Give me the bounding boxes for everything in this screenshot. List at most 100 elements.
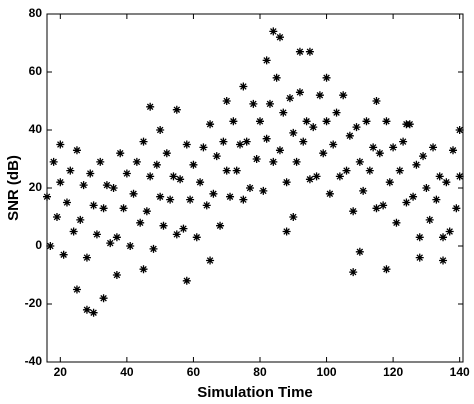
point: [289, 213, 298, 221]
point: [415, 253, 424, 262]
point: [72, 146, 81, 155]
point: [132, 157, 141, 166]
x-tick-label: 20: [54, 365, 68, 379]
point: [96, 157, 105, 166]
point: [455, 172, 464, 181]
point: [86, 169, 95, 178]
point: [82, 253, 91, 262]
point: [265, 99, 274, 108]
point: [435, 172, 444, 181]
point: [116, 149, 125, 158]
x-tick-label: 80: [253, 365, 267, 379]
point: [89, 308, 98, 317]
point: [106, 239, 115, 248]
point: [46, 242, 55, 250]
point: [422, 184, 431, 192]
point: [216, 221, 225, 230]
point: [102, 181, 111, 190]
point: [182, 276, 191, 285]
point: [389, 143, 398, 152]
point: [176, 175, 185, 184]
point: [355, 157, 364, 166]
point: [275, 146, 284, 155]
point: [239, 82, 248, 91]
point: [315, 91, 324, 100]
point: [382, 117, 391, 126]
point: [269, 27, 278, 36]
point: [222, 97, 231, 105]
point: [229, 117, 238, 126]
point: [209, 189, 218, 198]
point: [452, 204, 461, 213]
point: [246, 184, 255, 192]
point: [362, 117, 371, 126]
point: [62, 198, 71, 207]
point: [149, 244, 158, 253]
point: [142, 207, 151, 216]
point: [372, 204, 381, 213]
point: [295, 47, 304, 56]
point: [222, 166, 231, 175]
point: [112, 271, 121, 279]
point: [429, 143, 438, 152]
point: [226, 192, 235, 201]
point: [129, 189, 138, 198]
point: [275, 33, 284, 42]
y-tick-label: 20: [29, 180, 43, 194]
point: [202, 201, 211, 210]
point: [282, 178, 291, 187]
point: [172, 105, 181, 114]
point: [99, 294, 108, 303]
point: [232, 166, 241, 175]
point: [442, 178, 451, 187]
point: [272, 73, 281, 82]
point: [206, 120, 215, 129]
point: [192, 233, 201, 242]
point: [82, 305, 91, 314]
x-tick-label: 60: [187, 365, 201, 379]
y-tick-label: 80: [29, 6, 43, 20]
point: [282, 227, 291, 236]
point: [379, 201, 388, 210]
point: [242, 137, 251, 146]
point: [352, 123, 361, 132]
point: [355, 247, 364, 256]
point: [372, 97, 381, 105]
point: [212, 152, 221, 161]
point: [305, 47, 314, 56]
point: [409, 192, 418, 201]
point: [146, 102, 155, 111]
point: [329, 140, 338, 149]
point: [139, 137, 148, 146]
point: [302, 117, 311, 126]
point: [342, 166, 351, 175]
point: [305, 175, 314, 184]
point: [279, 108, 288, 117]
point: [119, 204, 128, 213]
point: [402, 198, 411, 207]
point: [319, 149, 328, 158]
x-tick-label: 140: [450, 365, 470, 379]
point: [285, 94, 294, 103]
point: [249, 99, 258, 108]
point: [325, 189, 334, 198]
point: [159, 221, 168, 230]
point: [449, 146, 458, 155]
point: [385, 178, 394, 187]
point: [419, 152, 428, 161]
point: [236, 140, 245, 149]
point: [146, 172, 155, 181]
point: [395, 166, 404, 175]
point: [182, 140, 191, 149]
y-tick-label: -40: [25, 354, 43, 368]
x-tick-label: 100: [317, 365, 337, 379]
point: [432, 195, 441, 204]
point: [239, 195, 248, 204]
point: [52, 213, 61, 221]
point: [292, 157, 301, 166]
point: [206, 256, 215, 265]
point: [322, 73, 331, 82]
point: [49, 157, 58, 166]
point: [402, 120, 411, 129]
